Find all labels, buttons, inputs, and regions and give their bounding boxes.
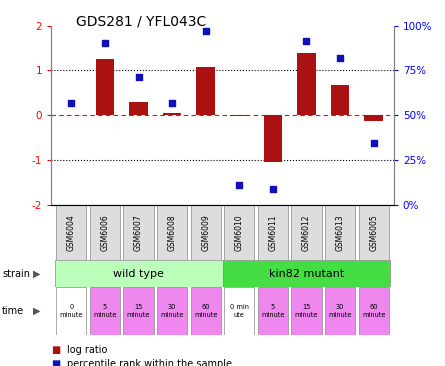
Point (236, 182, 243, 188)
Point (303, 38, 310, 44)
Text: ■: ■ (51, 344, 61, 355)
Bar (230, 115, 249, 116)
Bar (258, 287, 288, 335)
Text: log ratio: log ratio (67, 344, 107, 355)
Text: 15
minute: 15 minute (295, 305, 318, 318)
Text: 5
minute: 5 minute (261, 305, 285, 318)
Text: ▶: ▶ (33, 306, 41, 316)
Text: GDS281 / YFL043C: GDS281 / YFL043C (76, 15, 206, 29)
Text: GSM6011: GSM6011 (268, 214, 277, 251)
Bar (56, 205, 86, 260)
Text: GSM6009: GSM6009 (201, 214, 210, 251)
Text: GSM6010: GSM6010 (235, 214, 244, 251)
Bar (325, 205, 355, 260)
Bar (291, 205, 322, 260)
Bar (123, 205, 154, 260)
Bar (359, 287, 389, 335)
Text: time: time (2, 306, 24, 316)
Bar (90, 287, 120, 335)
Bar (364, 115, 383, 121)
Bar (157, 287, 187, 335)
Point (202, 28, 209, 34)
Bar (96, 59, 114, 115)
Bar (359, 205, 389, 260)
Text: GSM6007: GSM6007 (134, 214, 143, 251)
Text: 0
minute: 0 minute (60, 305, 83, 318)
Text: 30
minute: 30 minute (328, 305, 352, 318)
Text: 60
minute: 60 minute (362, 305, 385, 318)
Point (68, 100, 75, 106)
Text: ■: ■ (51, 359, 61, 366)
Point (135, 74, 142, 80)
Bar (56, 287, 86, 335)
Point (336, 55, 344, 61)
Bar (224, 287, 255, 335)
Bar (163, 113, 182, 115)
Bar (258, 205, 288, 260)
Bar (123, 287, 154, 335)
Text: 60
minute: 60 minute (194, 305, 218, 318)
Bar (90, 205, 120, 260)
Point (269, 186, 276, 192)
Text: kin82 mutant: kin82 mutant (269, 269, 344, 279)
Bar (190, 287, 221, 335)
Bar (157, 205, 187, 260)
Text: ▶: ▶ (33, 269, 41, 279)
Bar (222, 260, 390, 287)
Bar (297, 53, 316, 115)
Bar (196, 67, 215, 115)
Text: percentile rank within the sample: percentile rank within the sample (67, 359, 232, 366)
Text: wild type: wild type (113, 269, 164, 279)
Text: GSM6008: GSM6008 (168, 214, 177, 251)
Bar (331, 85, 349, 115)
Point (370, 140, 377, 146)
Bar (263, 115, 282, 163)
Bar (55, 260, 222, 287)
Text: GSM6006: GSM6006 (101, 214, 109, 251)
Text: GSM6012: GSM6012 (302, 214, 311, 251)
Point (101, 40, 109, 46)
Text: 5
minute: 5 minute (93, 305, 117, 318)
Bar (129, 102, 148, 115)
Bar (291, 287, 322, 335)
Point (169, 100, 176, 106)
Text: GSM6005: GSM6005 (369, 214, 378, 251)
Text: 30
minute: 30 minute (160, 305, 184, 318)
Text: strain: strain (2, 269, 30, 279)
Text: 15
minute: 15 minute (127, 305, 150, 318)
Text: GSM6004: GSM6004 (67, 214, 76, 251)
Bar (224, 205, 255, 260)
Text: 0 min
ute: 0 min ute (230, 305, 249, 318)
Text: GSM6013: GSM6013 (336, 214, 344, 251)
Bar (325, 287, 355, 335)
Bar (190, 205, 221, 260)
